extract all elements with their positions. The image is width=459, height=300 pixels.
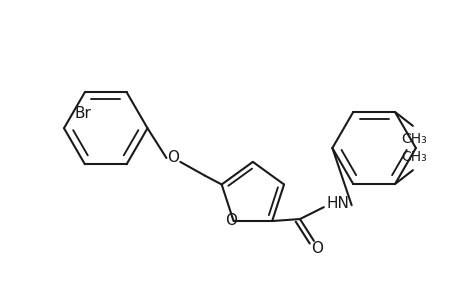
Text: CH₃: CH₃ (400, 150, 426, 164)
Text: HN: HN (325, 196, 348, 211)
Text: O: O (310, 241, 322, 256)
Text: O: O (225, 212, 237, 227)
Text: CH₃: CH₃ (400, 132, 426, 146)
Text: O: O (167, 150, 179, 165)
Text: Br: Br (74, 106, 91, 121)
